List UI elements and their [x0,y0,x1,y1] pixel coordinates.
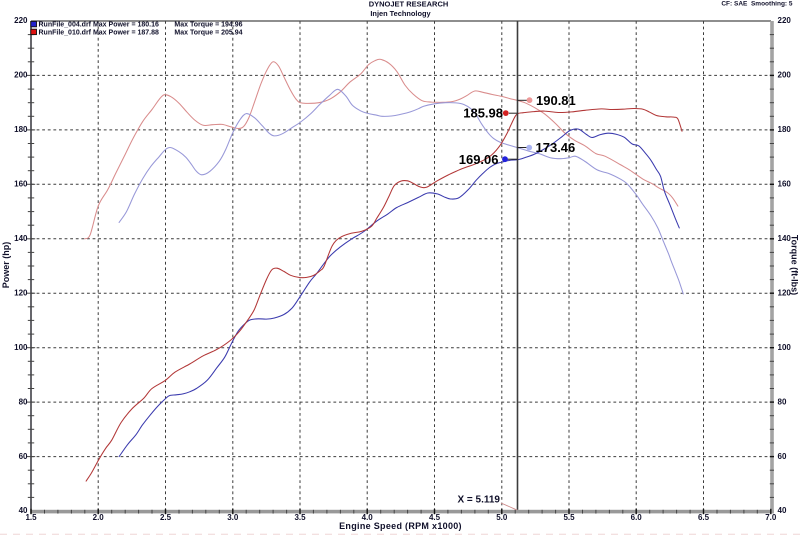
svg-text:X = 5.119: X = 5.119 [457,494,500,505]
svg-text:7.0: 7.0 [765,513,777,522]
svg-text:3.5: 3.5 [294,513,306,522]
svg-text:Injen Technology: Injen Technology [370,9,431,18]
svg-text:80: 80 [19,397,28,406]
svg-text:220: 220 [14,16,28,25]
svg-text:140: 140 [778,234,792,243]
svg-text:Power (hp): Power (hp) [1,242,11,289]
svg-text:185.98: 185.98 [463,106,503,121]
svg-text:CF: SAE Smoothing: 5: CF: SAE Smoothing: 5 [721,1,793,8]
svg-text:Max Torque = 194.96: Max Torque = 194.96 [174,22,242,29]
svg-text:60: 60 [19,452,28,461]
svg-text:Max Torque = 205.94: Max Torque = 205.94 [174,30,242,37]
svg-text:100: 100 [778,343,792,352]
svg-text:5.5: 5.5 [563,513,575,522]
svg-text:4.0: 4.0 [362,513,374,522]
svg-text:160: 160 [778,180,792,189]
svg-text:4.5: 4.5 [429,513,441,522]
svg-text:160: 160 [14,180,28,189]
svg-text:Torque (ft-lbs): Torque (ft-lbs) [790,235,800,295]
svg-text:200: 200 [14,71,28,80]
svg-text:100: 100 [14,343,28,352]
svg-text:1.5: 1.5 [25,513,37,522]
svg-text:200: 200 [778,71,792,80]
svg-text:120: 120 [778,288,792,297]
svg-text:5.0: 5.0 [496,513,508,522]
svg-text:80: 80 [778,397,787,406]
svg-text:169.06: 169.06 [459,152,499,167]
svg-text:60: 60 [778,452,787,461]
svg-text:RunFile_004.drf Max Power = 18: RunFile_004.drf Max Power = 180.16 [39,22,160,29]
svg-text:6.5: 6.5 [698,513,710,522]
svg-text:140: 140 [14,234,28,243]
svg-text:40: 40 [778,506,787,515]
svg-text:120: 120 [14,288,28,297]
svg-text:RunFile_010.drf Max Power = 18: RunFile_010.drf Max Power = 187.88 [39,30,160,37]
svg-text:173.46: 173.46 [536,140,576,155]
svg-text:Engine Speed (RPM x1000): Engine Speed (RPM x1000) [339,521,462,531]
svg-text:2.0: 2.0 [93,513,105,522]
svg-text:180: 180 [778,125,792,134]
svg-text:2.5: 2.5 [160,513,172,522]
svg-text:6.0: 6.0 [631,513,643,522]
svg-text:180: 180 [14,125,28,134]
svg-text:190.81: 190.81 [536,93,576,108]
svg-text:40: 40 [19,506,28,515]
svg-text:3.0: 3.0 [227,513,239,522]
svg-text:220: 220 [778,16,792,25]
svg-text:DYNOJET RESEARCH: DYNOJET RESEARCH [369,0,449,9]
